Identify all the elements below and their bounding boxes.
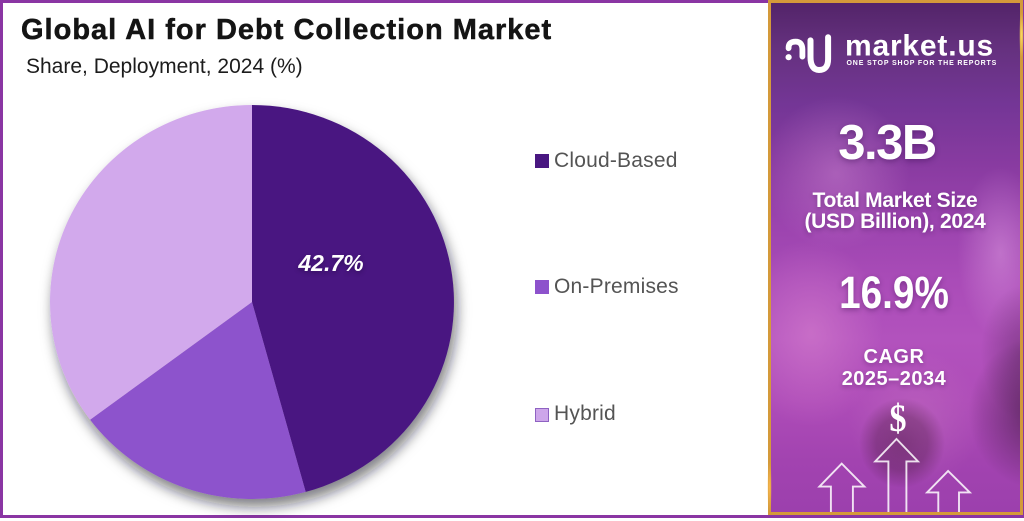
svg-text:market.us: market.us (845, 30, 994, 63)
svg-text:ONE STOP SHOP FOR THE REPORTS: ONE STOP SHOP FOR THE REPORTS (847, 60, 998, 67)
